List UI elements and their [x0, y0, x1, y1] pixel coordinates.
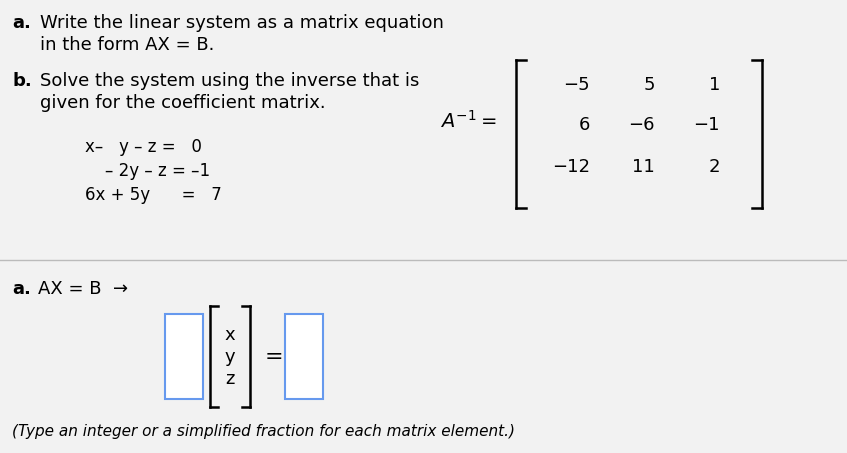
Text: AX = B  →: AX = B → [38, 280, 128, 299]
Text: given for the coefficient matrix.: given for the coefficient matrix. [40, 94, 325, 112]
Text: Solve the system using the inverse that is: Solve the system using the inverse that … [40, 72, 419, 90]
Text: −6: −6 [628, 116, 655, 134]
Text: z: z [225, 370, 235, 388]
Text: −12: −12 [552, 158, 590, 176]
Text: Write the linear system as a matrix equation: Write the linear system as a matrix equa… [40, 14, 444, 32]
Text: −1: −1 [694, 116, 720, 134]
Text: −5: −5 [563, 76, 590, 94]
Text: x–   y – z =   0: x– y – z = 0 [85, 138, 202, 156]
Bar [165, 314, 203, 399]
Text: 11: 11 [632, 158, 655, 176]
Text: 1: 1 [709, 76, 720, 94]
Text: $A^{-1}=$: $A^{-1}=$ [440, 110, 496, 132]
Text: – 2y – z = –1: – 2y – z = –1 [105, 162, 210, 180]
Bar [285, 314, 323, 399]
Text: a.: a. [12, 14, 30, 32]
Text: (Type an integer or a simplified fraction for each matrix element.): (Type an integer or a simplified fractio… [12, 424, 515, 439]
Text: 6: 6 [579, 116, 590, 134]
Text: 2: 2 [708, 158, 720, 176]
Text: a.: a. [12, 280, 30, 299]
Text: x: x [224, 326, 235, 344]
Text: b.: b. [12, 72, 31, 90]
Text: in the form AX = B.: in the form AX = B. [40, 36, 214, 54]
Text: 6x + 5y      =   7: 6x + 5y = 7 [85, 186, 222, 204]
Text: y: y [224, 348, 235, 366]
Text: =: = [265, 347, 284, 367]
Text: 5: 5 [644, 76, 655, 94]
